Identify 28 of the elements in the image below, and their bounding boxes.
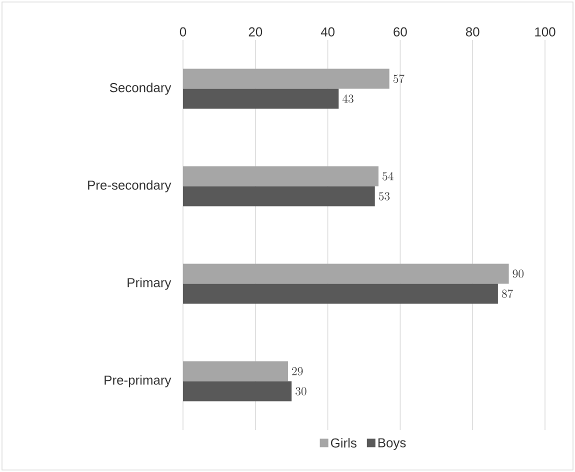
bar — [183, 284, 498, 304]
data-label: 54 — [382, 172, 394, 180]
x-tick-label: 80 — [466, 27, 480, 36]
x-tick-label: 40 — [320, 27, 335, 36]
bar — [183, 264, 509, 284]
x-tick-label: 100 — [535, 27, 556, 36]
data-label: 43 — [342, 94, 354, 103]
bar — [183, 361, 288, 382]
y-tick-label: Pre-primary — [104, 375, 172, 388]
y-tick-label: Pre-secondary — [88, 180, 172, 192]
y-tick-label: Primary — [128, 278, 172, 290]
data-label: 87 — [502, 290, 513, 298]
bar — [183, 68, 390, 89]
y-tick-label: Secondary — [110, 82, 172, 95]
data-label: 53 — [378, 192, 390, 200]
data-label: 90 — [512, 270, 524, 278]
x-tick-label: 60 — [394, 27, 407, 36]
bar — [183, 166, 378, 186]
legend-label: Boys — [378, 438, 406, 450]
data-label: 29 — [292, 367, 303, 376]
bar — [183, 88, 339, 109]
data-label: 30 — [296, 387, 306, 396]
x-tick-label: 20 — [248, 27, 262, 36]
x-tick-label: 0 — [180, 27, 186, 36]
bar — [183, 381, 292, 402]
legend-label: Girls — [330, 438, 356, 448]
data-label: 57 — [393, 74, 404, 83]
bar — [183, 186, 375, 206]
